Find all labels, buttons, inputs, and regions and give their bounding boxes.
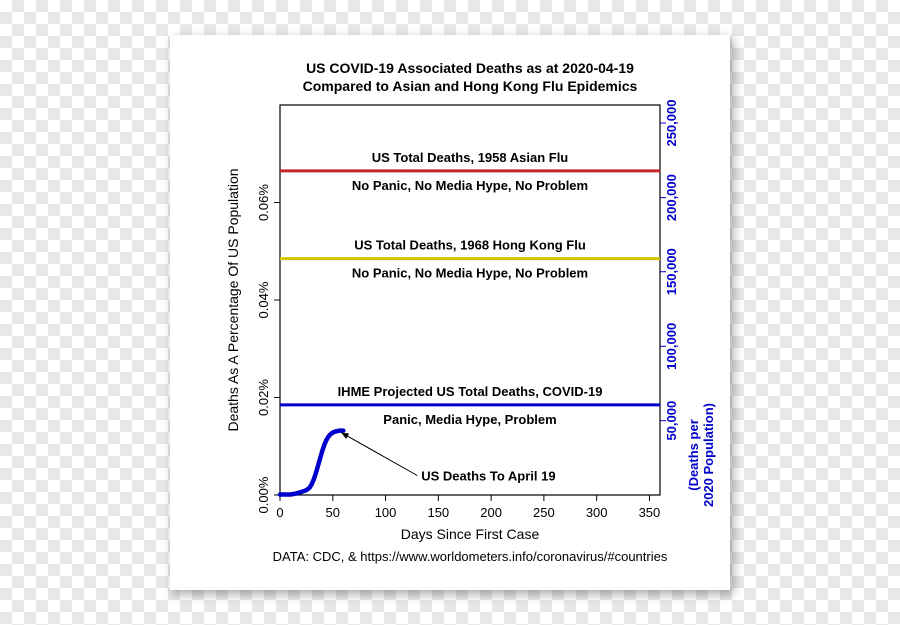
arrow-head-icon xyxy=(341,433,349,439)
chart-title-line1: US COVID-19 Associated Deaths as at 2020… xyxy=(306,60,634,76)
y2-tick-label: 100,000 xyxy=(664,323,679,370)
chart-svg: US COVID-19 Associated Deaths as at 2020… xyxy=(170,35,730,590)
chart-title-line2: Compared to Asian and Hong Kong Flu Epid… xyxy=(303,78,638,94)
y-axis-right-label: (Deaths per xyxy=(686,419,701,491)
ref-label-above-ihme: IHME Projected US Total Deaths, COVID-19 xyxy=(338,384,603,399)
y-axis-left-label: Deaths As A Percentage Of US Population xyxy=(225,168,241,431)
x-tick-label: 0 xyxy=(276,505,283,520)
ref-label-below-ihme: Panic, Media Hype, Problem xyxy=(383,412,556,427)
x-tick-label: 350 xyxy=(639,505,661,520)
y2-tick-label: 200,000 xyxy=(664,174,679,221)
x-tick-label: 100 xyxy=(375,505,397,520)
y2-tick-label: 150,000 xyxy=(664,248,679,295)
ref-label-above-hk-flu: US Total Deaths, 1968 Hong Kong Flu xyxy=(354,238,586,253)
y-tick-label: 0.02% xyxy=(256,379,271,416)
ref-label-below-hk-flu: No Panic, No Media Hype, No Problem xyxy=(352,266,588,281)
y2-tick-label: 50,000 xyxy=(664,401,679,441)
curve-label: US Deaths To April 19 xyxy=(421,469,555,484)
chart-card: US COVID-19 Associated Deaths as at 2020… xyxy=(170,35,730,590)
y-tick-label: 0.06% xyxy=(256,184,271,221)
x-tick-label: 150 xyxy=(427,505,449,520)
x-axis-label: Days Since First Case xyxy=(401,526,540,542)
x-tick-label: 250 xyxy=(533,505,555,520)
arrow-line xyxy=(341,433,417,476)
x-tick-label: 300 xyxy=(586,505,608,520)
data-source-footer: DATA: CDC, & https://www.worldometers.in… xyxy=(273,549,668,564)
ref-label-below-asian-flu: No Panic, No Media Hype, No Problem xyxy=(352,178,588,193)
ref-label-above-asian-flu: US Total Deaths, 1958 Asian Flu xyxy=(372,150,569,165)
x-tick-label: 200 xyxy=(480,505,502,520)
y2-tick-label: 250,000 xyxy=(664,100,679,147)
y-tick-label: 0.04% xyxy=(256,281,271,318)
covid-curve xyxy=(280,431,343,495)
y-axis-right-label: 2020 Population) xyxy=(701,403,716,507)
x-tick-label: 50 xyxy=(326,505,340,520)
y-tick-label: 0.00% xyxy=(256,476,271,513)
